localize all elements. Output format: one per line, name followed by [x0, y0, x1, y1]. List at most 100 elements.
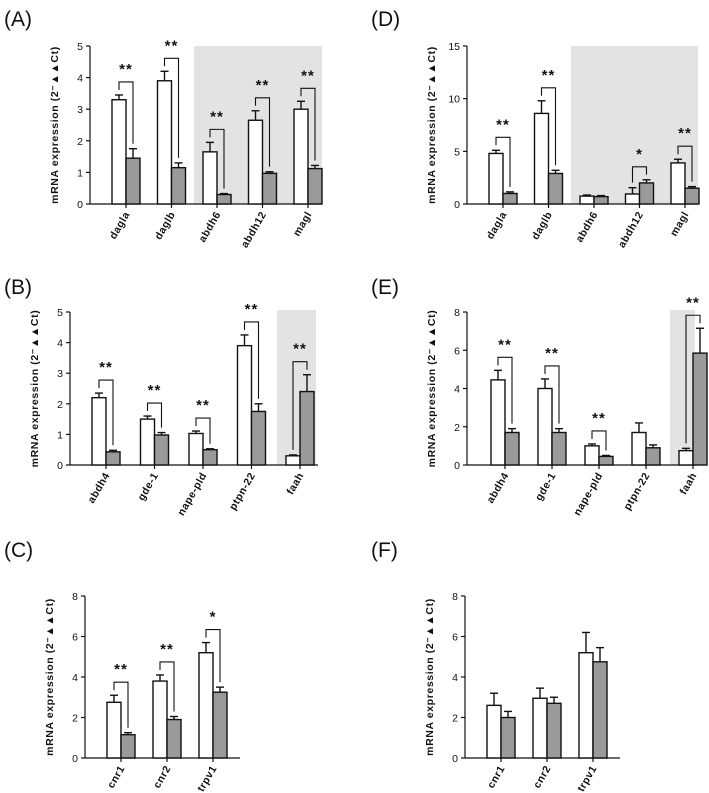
significance-label: **: [301, 67, 315, 84]
y-tick-label: 4: [72, 672, 78, 684]
significance-label: *: [210, 609, 217, 626]
bar: [502, 192, 518, 205]
bar: [537, 387, 553, 466]
bar: [631, 431, 647, 466]
y-axis-label: mRNA expression (2⁻▲▲Ct): [424, 598, 436, 756]
y-tick-label: 2: [77, 136, 83, 148]
bar: [139, 418, 156, 466]
significance-label: **: [545, 345, 559, 362]
bar: [692, 352, 708, 466]
bar: [584, 445, 600, 466]
significance-bracket: [497, 356, 513, 424]
significance-bracket: [205, 629, 221, 683]
bar: [490, 379, 506, 466]
x-tick-label: gde-1: [533, 471, 559, 503]
panel-label: (D): [371, 8, 400, 31]
significance-label: **: [498, 336, 512, 353]
panel-a: (A) mRNA expression (2⁻▲▲Ct) 0 1 2 3 4 5 dagla **…: [4, 8, 323, 250]
x-tick-label: cnr1: [485, 764, 507, 791]
bar: [624, 193, 641, 205]
x-tick-label: nape-pld: [571, 471, 605, 518]
bar: [153, 434, 170, 466]
shaded-region: [670, 310, 695, 465]
bar: [188, 432, 204, 466]
y-axis-label: mRNA expression (2⁻▲▲Ct): [29, 310, 41, 468]
x-tick-label: faah: [284, 471, 306, 497]
y-tick-label: 2: [72, 713, 78, 725]
y-tick-label: 8: [452, 591, 458, 603]
significance-bracket: [300, 87, 316, 161]
x-tick-label: abdh4: [85, 471, 112, 506]
y-tick-label: 2: [57, 399, 63, 411]
bar: [592, 661, 608, 759]
bar: [532, 697, 548, 759]
x-tick-label: abdh6: [573, 210, 600, 245]
x-tick-label: daglb: [529, 210, 555, 242]
significance-bracket: [677, 145, 693, 182]
x-tick-label: dagla: [484, 210, 509, 242]
y-tick-label: 8: [454, 307, 460, 319]
significance-bracket: [243, 321, 260, 399]
x-tick-label: gde-1: [135, 471, 161, 503]
x-tick-label: abdh12: [239, 210, 269, 250]
y-tick-label: 1: [77, 167, 83, 179]
bar: [299, 390, 315, 466]
y-tick-label: 0: [454, 460, 460, 472]
x-tick-label: abdh12: [616, 210, 646, 250]
bar: [152, 680, 168, 759]
significance-label: **: [114, 661, 128, 678]
significance-label: **: [678, 125, 692, 142]
bar: [125, 157, 141, 205]
y-tick-label: 15: [448, 41, 460, 53]
bar: [202, 151, 218, 205]
bar: [486, 704, 502, 759]
y-axis-label: mRNA expression (2⁻▲▲Ct): [426, 46, 438, 204]
x-tick-label: trpv1: [575, 764, 599, 793]
panel-f: (F) mRNA expression (2⁻▲▲Ct) 0 2 4 6 8 cnr1 cnr2…: [371, 539, 620, 793]
bar: [105, 451, 121, 466]
bar: [198, 652, 214, 759]
y-tick-label: 0: [57, 460, 63, 472]
bar: [285, 455, 301, 466]
significance-bracket: [195, 417, 211, 444]
x-tick-label: ptpn-22: [227, 471, 258, 513]
bar: [236, 344, 253, 466]
bar: [546, 702, 562, 759]
significance-label: **: [245, 301, 259, 318]
x-tick-label: abdh6: [196, 210, 223, 245]
significance-bracket: [163, 57, 180, 158]
y-tick-label: 4: [77, 73, 83, 85]
y-tick-label: 5: [77, 41, 83, 53]
significance-bracket: [113, 681, 129, 728]
x-tick-label: trpv1: [195, 764, 219, 793]
y-axis-label: mRNA expression (2⁻▲▲Ct): [426, 310, 438, 468]
bar: [579, 195, 595, 205]
bar: [593, 195, 609, 205]
panel-e: (E) mRNA expression (2⁻▲▲Ct) 0 2 4 6 8 abdh4 ** g…: [371, 276, 708, 518]
significance-label: **: [196, 397, 210, 414]
significance-label: *: [636, 146, 643, 163]
significance-bracket: [591, 430, 607, 451]
panel-label: (C): [4, 539, 33, 562]
significance-label: **: [160, 641, 174, 658]
significance-label: **: [496, 116, 510, 133]
significance-label: **: [99, 359, 113, 376]
bar: [247, 119, 264, 205]
x-tick-label: magl: [668, 210, 692, 239]
bar: [216, 193, 232, 205]
bar: [533, 112, 550, 205]
significance-label: **: [293, 341, 307, 358]
bar: [645, 447, 661, 466]
x-tick-label: cnr2: [151, 764, 173, 791]
y-tick-label: 6: [454, 345, 460, 357]
bar: [551, 431, 567, 466]
y-tick-label: 3: [57, 368, 63, 380]
panel-label: (B): [4, 276, 32, 299]
bar: [156, 80, 173, 205]
bar: [670, 162, 686, 205]
y-tick-label: 10: [448, 94, 460, 106]
y-tick-label: 6: [72, 632, 78, 644]
significance-bracket: [254, 97, 271, 167]
y-axis-label: mRNA expression (2⁻▲▲Ct): [49, 46, 61, 204]
